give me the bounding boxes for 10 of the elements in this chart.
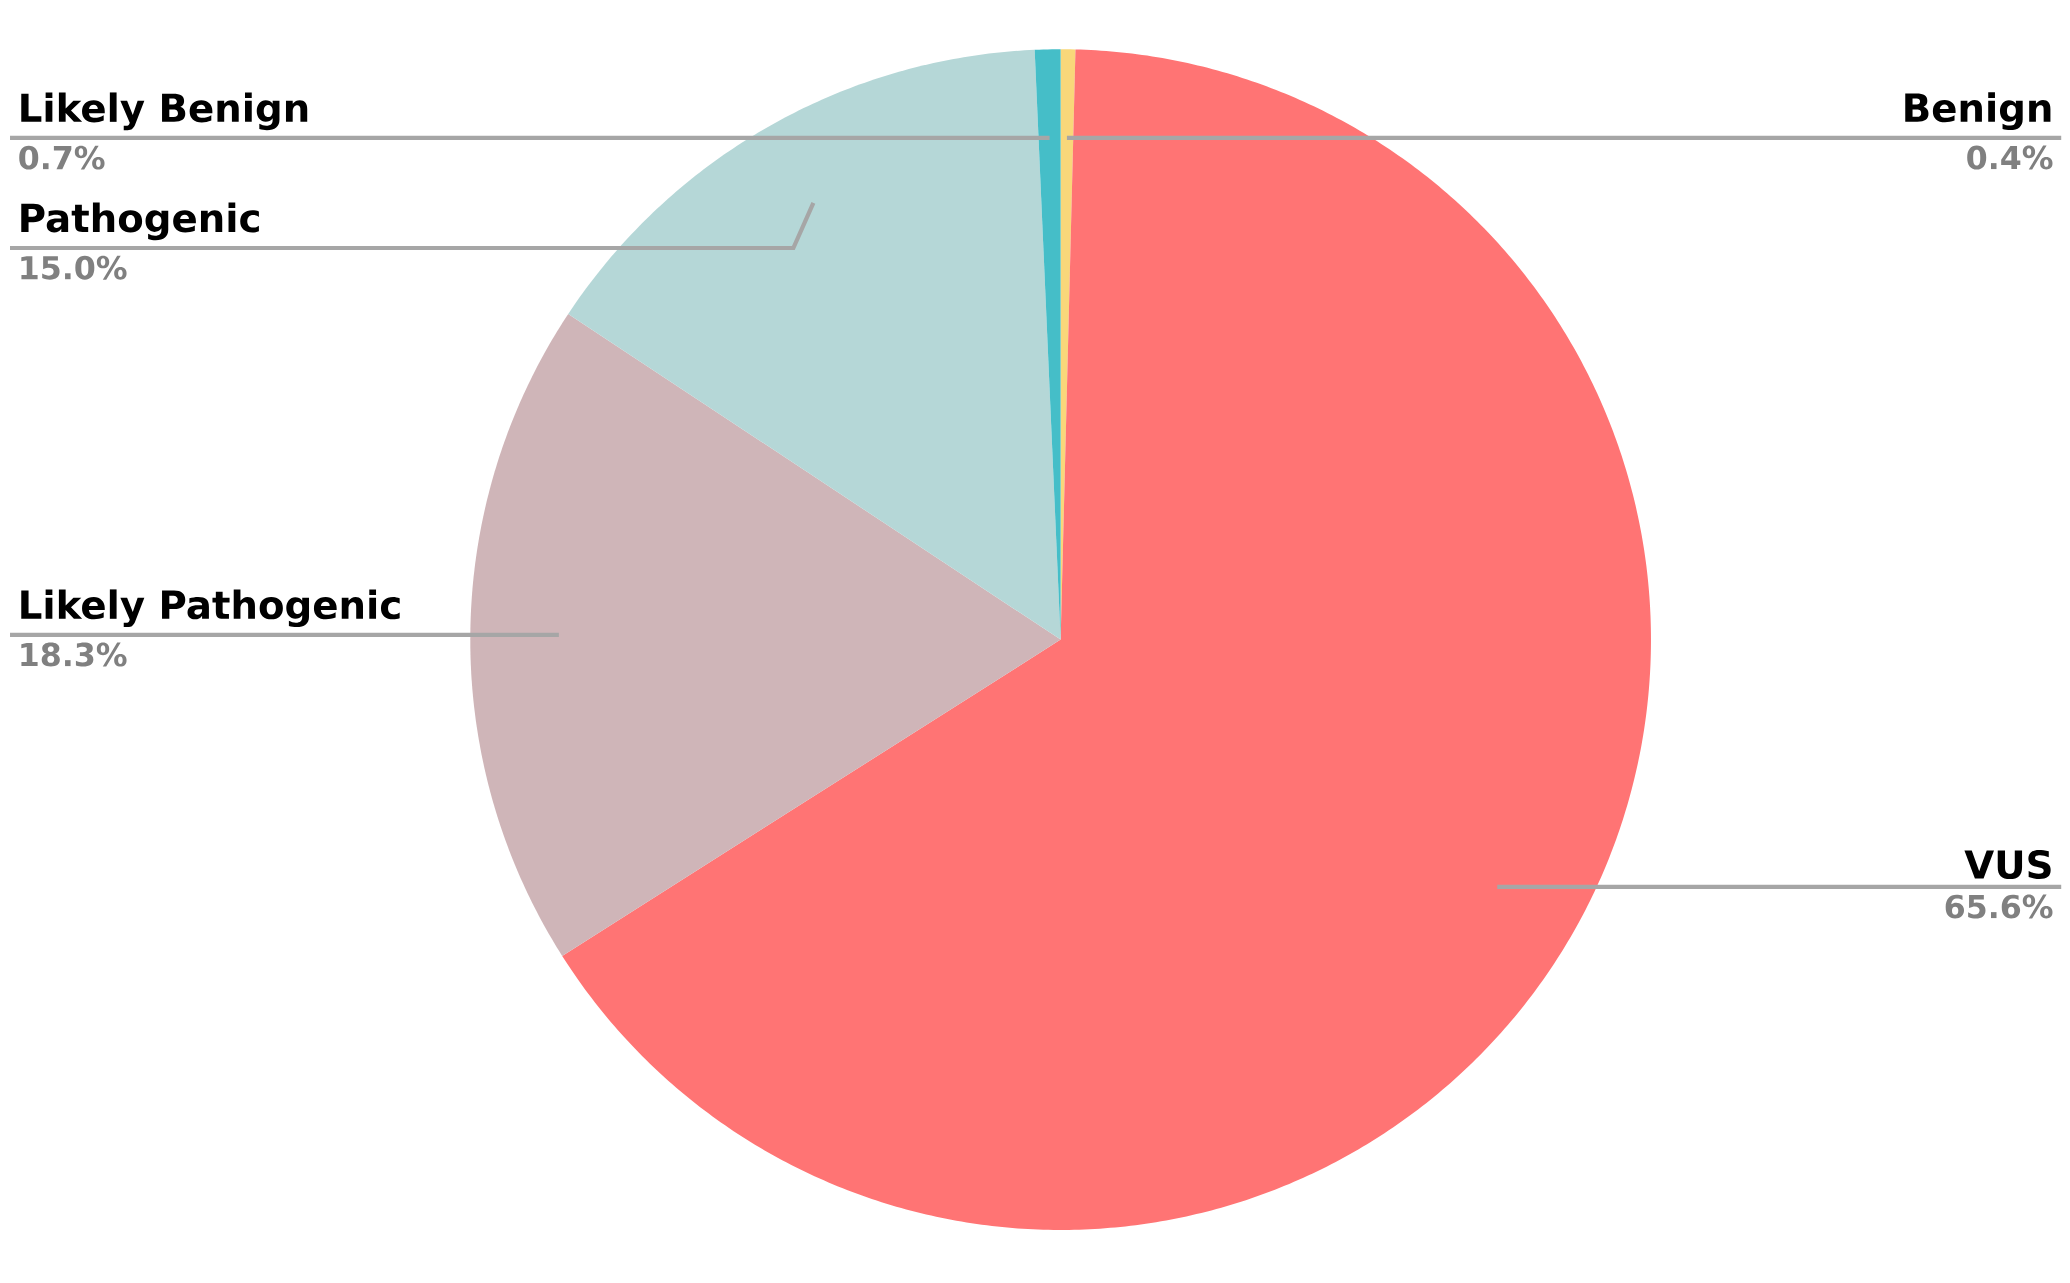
data-label: 65.6% bbox=[1945, 894, 2053, 919]
slice-label: Benign bbox=[1905, 92, 2051, 131]
data-label: 0.4% bbox=[1967, 145, 2053, 170]
slice-label: Likely Pathogenic bbox=[21, 589, 400, 628]
slice-label: Likely Benign bbox=[21, 92, 308, 131]
data-label: 18.3% bbox=[21, 642, 127, 667]
slice-label: Pathogenic bbox=[21, 202, 259, 241]
slice-label: VUS bbox=[1964, 849, 2051, 880]
data-label: 0.7% bbox=[19, 145, 105, 170]
data-label: 15.0% bbox=[21, 255, 127, 280]
